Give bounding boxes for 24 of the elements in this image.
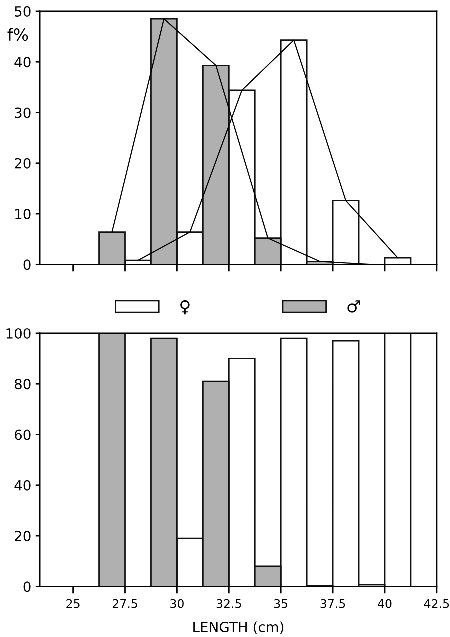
- y-tick-label: 0: [24, 260, 31, 270]
- y-tick-label: 0: [24, 582, 31, 592]
- y-tick-label: 10: [16, 209, 31, 220]
- x-tick-label: 35: [274, 599, 288, 608]
- y-tick-label: 60: [15, 430, 31, 440]
- x-tick-label: 42.5: [424, 599, 450, 608]
- x-tick-label: 30: [170, 599, 184, 608]
- x-tick-label: 27.5: [112, 599, 138, 608]
- x-tick-label: 40: [378, 599, 392, 608]
- y-tick-label: 40: [14, 57, 31, 68]
- x-tick-label: 25: [66, 599, 80, 608]
- x-tick-label: 37.5: [320, 599, 346, 608]
- x-tick-label: 32.5: [216, 599, 242, 608]
- x-axis-title: LENGTH (cm): [194, 622, 284, 634]
- y-tick-label: 100: [6, 328, 31, 339]
- y-tick-label: 20: [15, 531, 31, 542]
- y-axis-title: f%: [8, 28, 28, 42]
- y-tick-label: 80: [14, 379, 31, 390]
- legend-label: ♂: [348, 300, 360, 313]
- y-tick-label: 40: [14, 480, 31, 491]
- y-tick-label: 30: [15, 108, 31, 118]
- legend-label: ♀: [180, 300, 190, 315]
- y-tick-label: 20: [15, 158, 31, 169]
- y-tick-label: 50: [15, 6, 31, 17]
